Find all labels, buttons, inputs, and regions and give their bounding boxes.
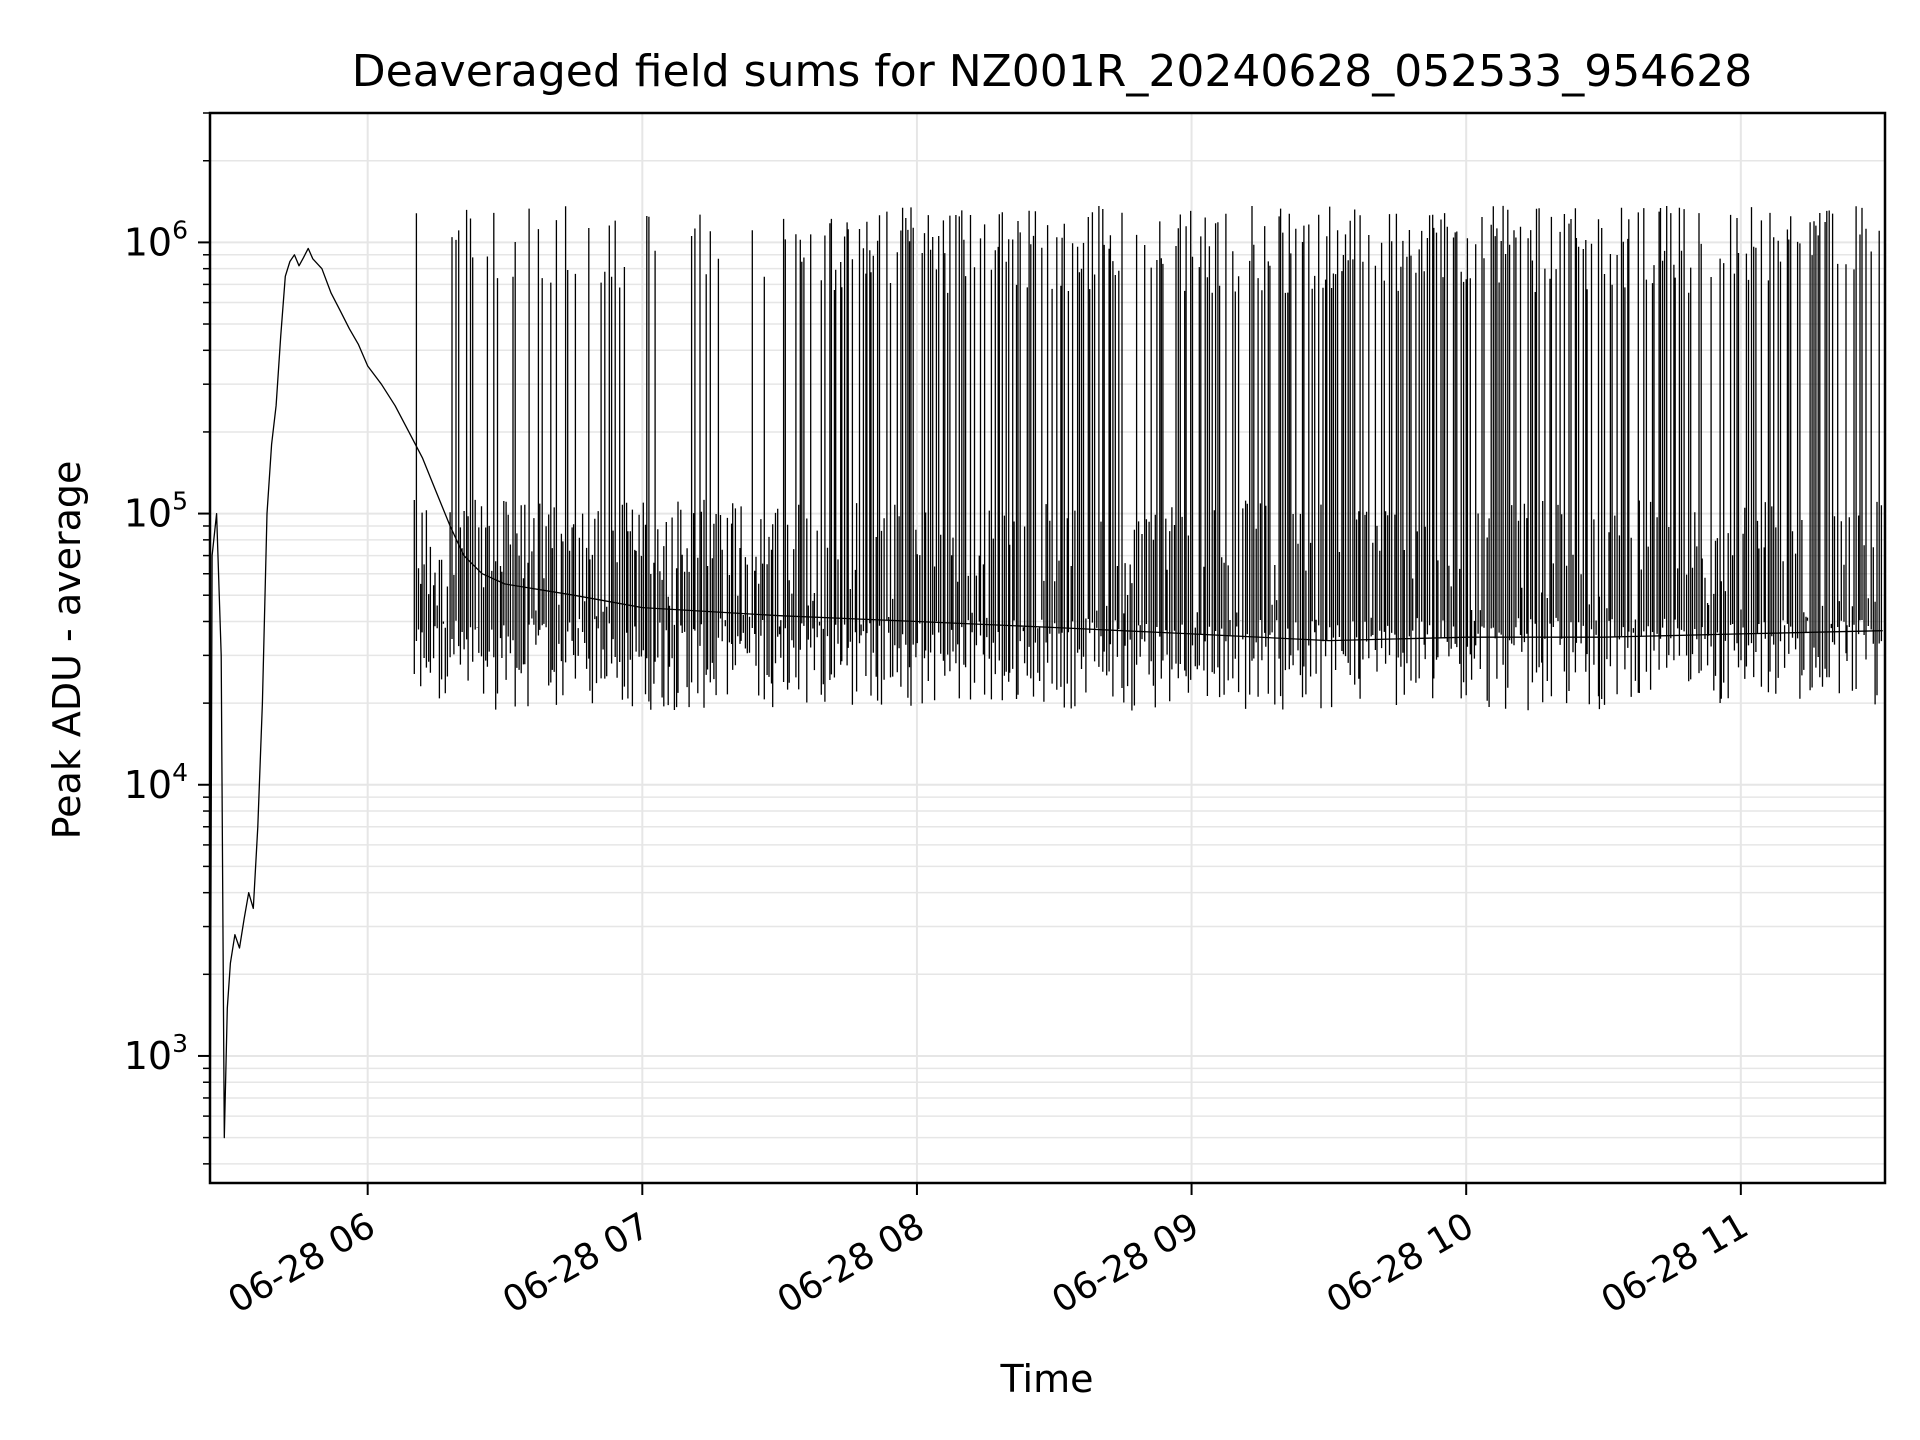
x-axis-label: Time bbox=[1000, 1357, 1094, 1401]
y-tick-label: 105 bbox=[124, 487, 188, 536]
plot-frame bbox=[208, 111, 1887, 1185]
y-tick-label: 104 bbox=[124, 758, 188, 807]
y-axis-label: Peak ADU - average bbox=[45, 461, 89, 840]
x-tick-label: 06-28 08 bbox=[771, 1205, 932, 1321]
x-tick-label: 06-28 06 bbox=[222, 1205, 383, 1321]
x-tick-label: 06-28 11 bbox=[1595, 1205, 1756, 1321]
x-tick-label: 06-28 09 bbox=[1045, 1205, 1206, 1321]
y-axis: 103 104 105 106 bbox=[124, 112, 210, 1165]
y-tick-label: 106 bbox=[124, 215, 188, 264]
plot-area bbox=[209, 205, 1883, 1184]
spike-lines bbox=[413, 205, 1883, 711]
chart-title: Deaveraged field sums for NZ001R_2024062… bbox=[352, 46, 1752, 97]
y-tick-label: 103 bbox=[124, 1029, 188, 1078]
series-line bbox=[209, 247, 1883, 1184]
x-tick-label: 06-28 10 bbox=[1320, 1205, 1481, 1321]
x-axis: 06-28 06 06-28 07 06-28 08 06-28 09 06-28 10… bbox=[222, 1183, 1756, 1322]
x-tick-label: 06-28 07 bbox=[496, 1205, 657, 1321]
